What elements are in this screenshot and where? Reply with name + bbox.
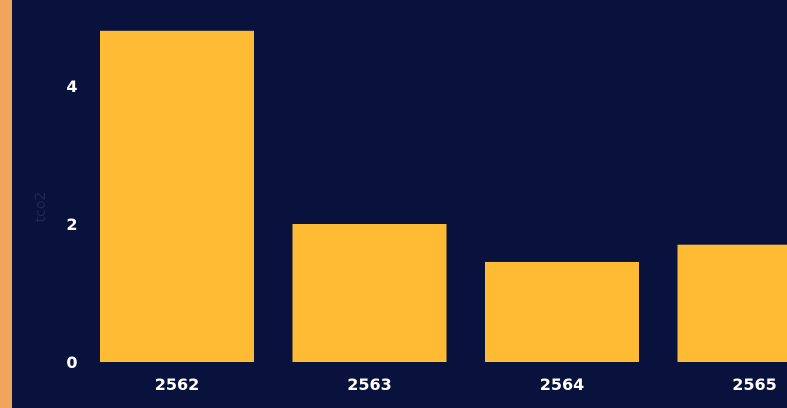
y-tick-label-2: 2 [66,215,77,234]
x-tick-label-2563: 2563 [347,375,392,394]
y-tick-labels: 0 2 4 [66,77,77,372]
bar-2563 [292,224,447,362]
x-tick-labels: 2562 2563 2564 2565 [155,375,777,394]
bar-2564 [485,261,639,362]
bars-layer [100,30,787,363]
left-accent-strip [0,0,12,408]
y-tick-label-4: 4 [66,77,77,96]
bar-2565 [677,244,787,362]
y-axis-label: tco2 [33,192,49,223]
bar-2562 [100,30,254,363]
x-tick-label-2564: 2564 [540,375,585,394]
y-tick-label-0: 0 [66,353,77,372]
x-tick-label-2565: 2565 [732,375,777,394]
x-tick-label-2562: 2562 [155,375,200,394]
